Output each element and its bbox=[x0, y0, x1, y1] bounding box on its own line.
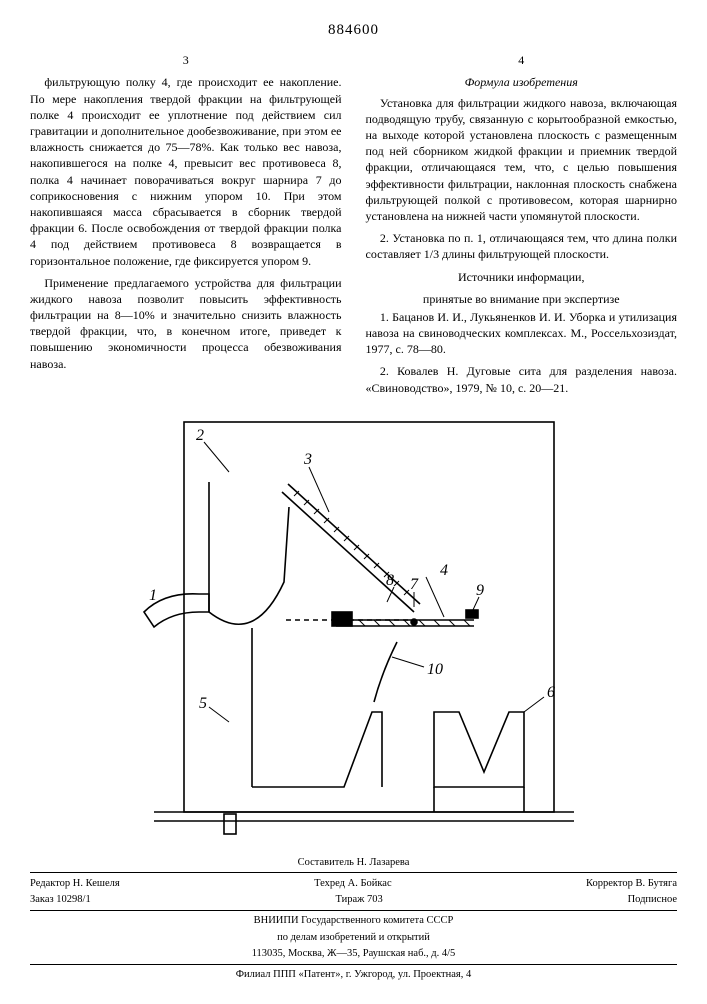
signed: Подписное bbox=[628, 893, 677, 907]
col-right-number: 4 bbox=[366, 52, 678, 68]
sources-subtitle: принятые во внимание при экспертизе bbox=[366, 291, 678, 307]
fig-label-10: 10 bbox=[427, 661, 443, 678]
left-column: 3 фильтрующую полку 4, где происходит ее… bbox=[30, 52, 342, 402]
source-2: 2. Ковалев Н. Дуговые сита для разделени… bbox=[366, 363, 678, 395]
fig-label-8: 8 bbox=[386, 572, 394, 589]
editor-credit: Редактор Н. Кешеля bbox=[30, 877, 120, 891]
address-1: 113035, Москва, Ж—35, Раушская наб., д. … bbox=[30, 947, 677, 961]
corrector-credit: Корректор В. Бутяга bbox=[586, 877, 677, 891]
left-para-1: фильтрующую полку 4, где происходит ее н… bbox=[30, 74, 342, 268]
footer-block: Редактор Н. Кешеля Техред А. Бойкас Корр… bbox=[30, 872, 677, 982]
fig-label-5: 5 bbox=[199, 695, 207, 712]
fig-label-4: 4 bbox=[440, 562, 448, 579]
tirage: Тираж 703 bbox=[335, 893, 382, 907]
address-2: Филиал ППП «Патент», г. Ужгород, ул. Про… bbox=[30, 968, 677, 982]
right-para-1: Установка для фильтрации жидкого навоза,… bbox=[366, 95, 678, 225]
left-para-2: Применение предлагаемого устройства для … bbox=[30, 275, 342, 372]
formula-title: Формула изобретения bbox=[366, 74, 678, 90]
fig-label-7: 7 bbox=[410, 576, 419, 593]
org-line-2: по делам изобретений и открытий bbox=[30, 931, 677, 945]
order-number: Заказ 10298/1 bbox=[30, 893, 91, 907]
patent-number: 884600 bbox=[30, 20, 677, 40]
patent-figure: 1 2 3 4 5 6 7 8 9 10 bbox=[114, 412, 594, 842]
fig-label-1: 1 bbox=[149, 587, 157, 604]
sources-title: Источники информации, bbox=[366, 269, 678, 285]
techred-credit: Техред А. Бойкас bbox=[314, 877, 392, 891]
fig-label-3: 3 bbox=[303, 451, 312, 468]
right-column: 4 Формула изобретения Установка для филь… bbox=[366, 52, 678, 402]
fig-label-6: 6 bbox=[547, 684, 555, 701]
org-line-1: ВНИИПИ Государственного комитета СССР bbox=[30, 914, 677, 928]
source-1: 1. Бацанов И. И., Лукьяненков И. И. Убор… bbox=[366, 309, 678, 358]
text-columns: 3 фильтрующую полку 4, где происходит ее… bbox=[30, 52, 677, 402]
right-para-2: 2. Установка по п. 1, отличающаяся тем, … bbox=[366, 230, 678, 262]
fig-label-9: 9 bbox=[476, 582, 484, 599]
fig-label-2: 2 bbox=[196, 427, 204, 444]
col-left-number: 3 bbox=[30, 52, 342, 68]
compiler-credit: Составитель Н. Лазарева bbox=[30, 856, 677, 870]
